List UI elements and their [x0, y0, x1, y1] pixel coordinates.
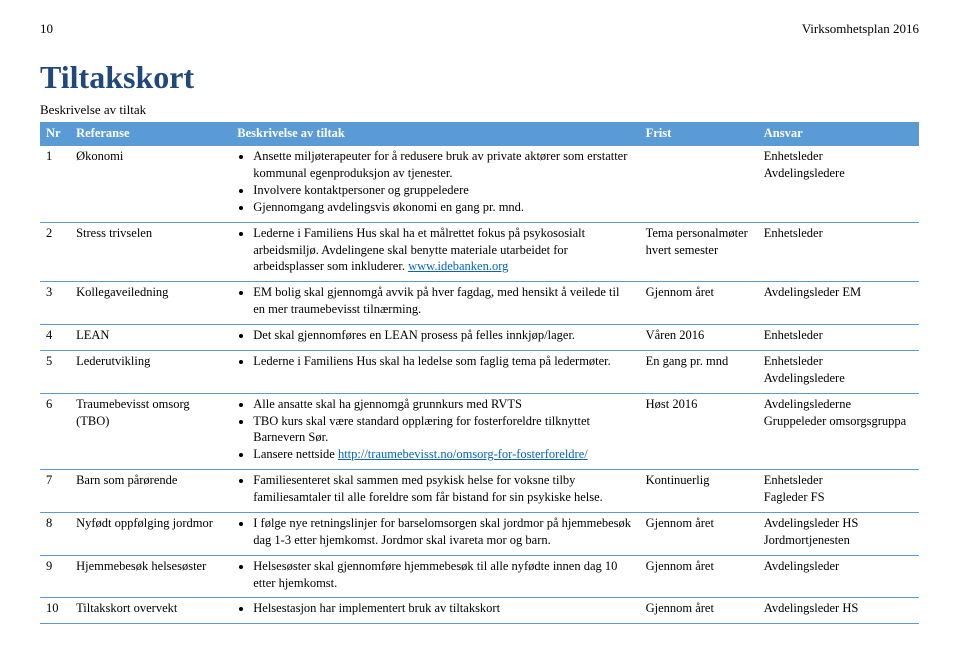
cell-frist: Tema personalmøter hvert semester	[640, 222, 758, 282]
cell-nr: 5	[40, 350, 70, 393]
cell-nr: 1	[40, 146, 70, 223]
cell-frist: Gjennom året	[640, 282, 758, 325]
bullet-list: Alle ansatte skal ha gjennomgå grunnkurs…	[237, 396, 633, 464]
cell-frist: Gjennom året	[640, 598, 758, 624]
cell-ansvar: Enhetsleder Avdelingsledere	[758, 350, 919, 393]
cell-ansvar: Avdelingsleder HS	[758, 598, 919, 624]
cell-ref: Hjemmebesøk helsesøster	[70, 555, 231, 598]
bullet-item: Involvere kontaktpersoner og gruppeleder…	[253, 182, 633, 199]
cell-frist: Gjennom året	[640, 555, 758, 598]
bullet-item: Lederne i Familiens Hus skal ha ledelse …	[253, 353, 633, 370]
table-row: 8Nyfødt oppfølging jordmor I følge nye re…	[40, 512, 919, 555]
cell-besk: Ansette miljøterapeuter for å redusere b…	[231, 146, 639, 223]
doc-title: Virksomhetsplan 2016	[802, 20, 919, 38]
col-ref: Referanse	[70, 122, 231, 145]
cell-nr: 8	[40, 512, 70, 555]
cell-frist: Gjennom året	[640, 512, 758, 555]
cell-besk: Helsestasjon har implementert bruk av ti…	[231, 598, 639, 624]
table-header-row: Nr Referanse Beskrivelse av tiltak Frist…	[40, 122, 919, 145]
cell-nr: 2	[40, 222, 70, 282]
col-nr: Nr	[40, 122, 70, 145]
bullet-item: Helsesøster skal gjennomføre hjemmebesøk…	[253, 558, 633, 592]
bullet-list: Ansette miljøterapeuter for å redusere b…	[237, 148, 633, 216]
table-row: 2Stress trivselen Lederne i Familiens Hus…	[40, 222, 919, 282]
cell-besk: I følge nye retningslinjer for barseloms…	[231, 512, 639, 555]
bullet-list: I følge nye retningslinjer for barseloms…	[237, 515, 633, 549]
bullet-item: Gjennomgang avdelingsvis økonomi en gang…	[253, 199, 633, 216]
bullet-list: EM bolig skal gjennomgå avvik på hver fa…	[237, 284, 633, 318]
bullet-list: Helsesøster skal gjennomføre hjemmebesøk…	[237, 558, 633, 592]
cell-ref: Økonomi	[70, 146, 231, 223]
page-header: 10 Virksomhetsplan 2016	[40, 20, 919, 38]
cell-frist: En gang pr. mnd	[640, 350, 758, 393]
bullet-list: Helsestasjon har implementert bruk av ti…	[237, 600, 633, 617]
bullet-item: EM bolig skal gjennomgå avvik på hver fa…	[253, 284, 633, 318]
cell-ref: Traumebevisst omsorg (TBO)	[70, 393, 231, 470]
cell-ansvar: Avdelingsleder	[758, 555, 919, 598]
cell-ref: Kollegaveiledning	[70, 282, 231, 325]
cell-nr: 3	[40, 282, 70, 325]
bullet-item: TBO kurs skal være standard opplæring fo…	[253, 413, 633, 447]
cell-ref: Stress trivselen	[70, 222, 231, 282]
cell-frist	[640, 146, 758, 223]
cell-frist: Våren 2016	[640, 325, 758, 351]
col-besk: Beskrivelse av tiltak	[231, 122, 639, 145]
cell-ansvar: Enhetsleder	[758, 325, 919, 351]
cell-frist: Høst 2016	[640, 393, 758, 470]
section-subtitle: Beskrivelse av tiltak	[40, 101, 919, 119]
cell-besk: Alle ansatte skal ha gjennomgå grunnkurs…	[231, 393, 639, 470]
cell-nr: 4	[40, 325, 70, 351]
link-traumebevisst[interactable]: http://traumebevisst.no/omsorg-for-foste…	[338, 447, 588, 461]
cell-besk: EM bolig skal gjennomgå avvik på hver fa…	[231, 282, 639, 325]
cell-ansvar: Avdelingsleder HS Jordmortjenesten	[758, 512, 919, 555]
col-ansvar: Ansvar	[758, 122, 919, 145]
cell-ref: Tiltakskort overvekt	[70, 598, 231, 624]
bullet-item: Helsestasjon har implementert bruk av ti…	[253, 600, 633, 617]
cell-nr: 6	[40, 393, 70, 470]
table-row: 10Tiltakskort overvekt Helsestasjon har i…	[40, 598, 919, 624]
cell-nr: 10	[40, 598, 70, 624]
table-row: 6Traumebevisst omsorg (TBO) Alle ansatte …	[40, 393, 919, 470]
bullet-item: Lansere nettside http://traumebevisst.no…	[253, 446, 633, 463]
cell-ref: Barn som pårørende	[70, 470, 231, 513]
bullet-item: Lederne i Familiens Hus skal ha et målre…	[253, 225, 633, 276]
cell-besk: Det skal gjennomføres en LEAN prosess på…	[231, 325, 639, 351]
col-frist: Frist	[640, 122, 758, 145]
cell-besk: Familiesenteret skal sammen med psykisk …	[231, 470, 639, 513]
cell-ref: LEAN	[70, 325, 231, 351]
bullet-item: Alle ansatte skal ha gjennomgå grunnkurs…	[253, 396, 633, 413]
table-row: 5Lederutvikling Lederne i Familiens Hus s…	[40, 350, 919, 393]
table-row: 3Kollegaveiledning EM bolig skal gjennomg…	[40, 282, 919, 325]
cell-ref: Nyfødt oppfølging jordmor	[70, 512, 231, 555]
bullet-list: Lederne i Familiens Hus skal ha et målre…	[237, 225, 633, 276]
section-title: Tiltakskort	[40, 56, 919, 99]
bullet-item: Det skal gjennomføres en LEAN prosess på…	[253, 327, 633, 344]
bullet-list: Lederne i Familiens Hus skal ha ledelse …	[237, 353, 633, 370]
link-idebanken[interactable]: www.idebanken.org	[408, 259, 508, 273]
bullet-item: I følge nye retningslinjer for barseloms…	[253, 515, 633, 549]
table-row: 9Hjemmebesøk helsesøster Helsesøster skal…	[40, 555, 919, 598]
cell-besk: Lederne i Familiens Hus skal ha ledelse …	[231, 350, 639, 393]
table-row: 4 LEAN Det skal gjennomføres en LEAN pros…	[40, 325, 919, 351]
cell-nr: 9	[40, 555, 70, 598]
cell-ansvar: Avdelingslederne Gruppeleder omsorgsgrup…	[758, 393, 919, 470]
cell-nr: 7	[40, 470, 70, 513]
cell-frist: Kontinuerlig	[640, 470, 758, 513]
cell-ref: Lederutvikling	[70, 350, 231, 393]
tiltak-table: Nr Referanse Beskrivelse av tiltak Frist…	[40, 122, 919, 624]
cell-ansvar: Enhetsleder Fagleder FS	[758, 470, 919, 513]
bullet-item: Ansette miljøterapeuter for å redusere b…	[253, 148, 633, 182]
bullet-list: Familiesenteret skal sammen med psykisk …	[237, 472, 633, 506]
cell-ansvar: Avdelingsleder EM	[758, 282, 919, 325]
table-row: 1Økonomi Ansette miljøterapeuter for å re…	[40, 146, 919, 223]
cell-besk: Lederne i Familiens Hus skal ha et målre…	[231, 222, 639, 282]
table-row: 7Barn som pårørende Familiesenteret skal …	[40, 470, 919, 513]
page-number: 10	[40, 20, 53, 38]
cell-ansvar: Enhetsleder	[758, 222, 919, 282]
bullet-list: Det skal gjennomføres en LEAN prosess på…	[237, 327, 633, 344]
bullet-item: Familiesenteret skal sammen med psykisk …	[253, 472, 633, 506]
cell-ansvar: Enhetsleder Avdelingsledere	[758, 146, 919, 223]
cell-besk: Helsesøster skal gjennomføre hjemmebesøk…	[231, 555, 639, 598]
